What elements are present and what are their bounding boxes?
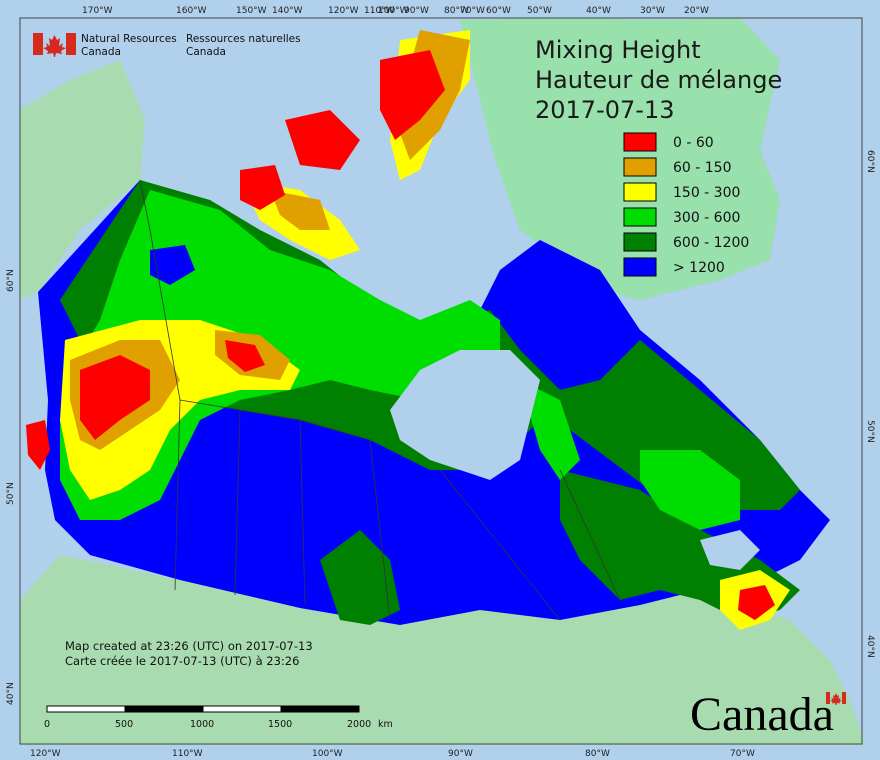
- legend-label-5: > 1200: [673, 260, 725, 276]
- region-0-60-arctic: [380, 50, 445, 140]
- region-300-600-quebec: [640, 450, 740, 530]
- legend-swatch-3: [623, 207, 657, 227]
- map-title-fr: Hauteur de mélange: [535, 66, 782, 94]
- wordmark-flag-right: [842, 692, 846, 704]
- graticule-top-13: 30°W: [640, 6, 665, 16]
- legend-swatch-1: [623, 157, 657, 177]
- graticule-bottom-1: 110°W: [172, 749, 203, 759]
- graticule-bottom-3: 90°W: [448, 749, 473, 759]
- flag-left-bar: [33, 33, 43, 55]
- legend-swatch-4: [623, 232, 657, 252]
- graticule-right-0: 60°N: [865, 150, 875, 173]
- agency-logo: Natural Resources Canada Ressources natu…: [33, 33, 301, 58]
- agency-name-fr-line2: Canada: [186, 46, 226, 58]
- scale-segment-1: [46, 705, 126, 713]
- legend-label-0: 0 - 60: [673, 135, 714, 151]
- scale-segment-2: [124, 705, 204, 713]
- maple-leaf-icon: [43, 35, 66, 57]
- legend-label-4: 600 - 1200: [673, 235, 749, 251]
- region-0-60-arctic-west: [240, 165, 285, 210]
- graticule-top-10: 60°W: [486, 6, 511, 16]
- land-greenland: [460, 18, 780, 300]
- water-great-bear-lake: [150, 245, 195, 285]
- scale-tick-0: 0: [44, 719, 50, 730]
- graticule-top-11: 50°W: [527, 6, 552, 16]
- agency-name-fr-line1: Ressources naturelles: [186, 33, 301, 45]
- graticule-top-4: 120°W: [328, 6, 359, 16]
- graticule-top-3: 140°W: [272, 6, 303, 16]
- graticule-top-9: 70°W: [460, 6, 485, 16]
- canada-wordmark: Canada: [690, 688, 846, 741]
- map-border: [19, 17, 863, 745]
- legend-label-3: 300 - 600: [673, 210, 740, 226]
- agency-name-en-line2: Canada: [81, 46, 121, 58]
- region-0-60-bc: [26, 420, 50, 470]
- legend-label-1: 60 - 150: [673, 160, 732, 176]
- graticule-left-2: 40°N: [6, 682, 16, 705]
- map-date: 2017-07-13: [535, 96, 674, 124]
- scale-unit: km: [378, 719, 393, 730]
- graticule-left-labels: 60°N 50°N 40°N: [6, 269, 16, 705]
- scale-tick-500: 500: [115, 719, 133, 730]
- region-600-1200-lakes: [320, 530, 400, 625]
- scale-tick-1500: 1500: [268, 719, 292, 730]
- provincial-borders: [139, 179, 621, 621]
- graticule-left-1: 50°N: [6, 482, 16, 505]
- scale-bar: 0 500 1000 1500 2000 km: [44, 705, 393, 730]
- flag-right-bar: [66, 33, 76, 55]
- graticule-bottom-labels: 120°W 110°W 100°W 90°W 80°W 70°W: [30, 749, 755, 759]
- map-title-en: Mixing Height: [535, 36, 701, 64]
- agency-name-en-line1: Natural Resources: [81, 33, 177, 45]
- region-60-150-north: [270, 190, 330, 230]
- graticule-top-0: 170°W: [82, 6, 113, 16]
- land-usa: [20, 555, 865, 745]
- legend-swatch-2: [623, 182, 657, 202]
- graticule-top-12: 40°W: [586, 6, 611, 16]
- region-0-60-maritime: [738, 585, 775, 620]
- graticule-top-1: 160°W: [176, 6, 207, 16]
- wordmark-maple-leaf-icon: [830, 693, 842, 705]
- graticule-right-labels: 60°N 50°N 40°N: [865, 150, 875, 658]
- graticule-left-0: 60°N: [6, 269, 16, 292]
- graticule-bottom-2: 100°W: [312, 749, 343, 759]
- credit-line-fr: Carte créée le 2017-07-13 (UTC) à 23:26: [65, 654, 299, 668]
- scale-tick-1000: 1000: [190, 719, 214, 730]
- region-300-600-east: [520, 380, 580, 480]
- graticule-bottom-5: 70°W: [730, 749, 755, 759]
- graticule-right-2: 40°N: [865, 635, 875, 658]
- graticule-top-7: 90°W: [404, 6, 429, 16]
- graticule-top-5: 110°W: [364, 6, 395, 16]
- wordmark-flag-left: [826, 692, 830, 704]
- graticule-top-14: 20°W: [684, 6, 709, 16]
- region-0-60: [80, 355, 150, 440]
- graticule-bottom-4: 80°W: [585, 749, 610, 759]
- land-alaska: [20, 60, 145, 300]
- graticule-bottom-0: 120°W: [30, 749, 61, 759]
- legend-swatch-0: [623, 132, 657, 152]
- legend-swatch-5: [623, 257, 657, 277]
- graticule-top-2: 150°W: [236, 6, 267, 16]
- region-0-60-hudson: [225, 340, 265, 372]
- scale-segment-3: [202, 705, 282, 713]
- graticule-top-8: 80°W: [444, 6, 469, 16]
- wordmark-text: Canada: [690, 688, 834, 741]
- water-gulf: [700, 530, 760, 570]
- scale-tick-2000: 2000: [347, 719, 371, 730]
- water-hudson-bay: [390, 350, 540, 480]
- graticule-top-6: 100°W: [378, 6, 409, 16]
- legend: 0 - 60 60 - 150 150 - 300 300 - 600 600 - 12…: [623, 132, 749, 277]
- scale-segment-4: [280, 705, 360, 713]
- credit-line-en: Map created at 23:26 (UTC) on 2017-07-13: [65, 639, 313, 653]
- region-0-60-arctic-mid: [285, 110, 360, 170]
- legend-label-2: 150 - 300: [673, 185, 740, 201]
- graticule-right-1: 50°N: [865, 420, 875, 443]
